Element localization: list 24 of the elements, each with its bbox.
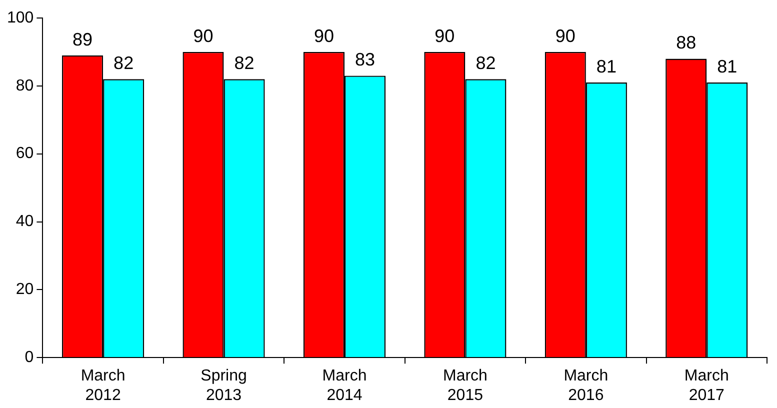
x-tick-label: March 2016 xyxy=(564,368,608,404)
x-tick-label: March 2015 xyxy=(442,368,488,404)
data-label: 90 xyxy=(193,26,214,46)
x-tick-label: Spring 2013 xyxy=(200,368,247,404)
y-tick-label: 60 xyxy=(16,145,34,162)
x-tick-label: March 2017 xyxy=(684,368,729,404)
data-label: 82 xyxy=(234,53,254,74)
data-label: 81 xyxy=(717,56,738,76)
y-tick-label: 0 xyxy=(24,349,34,366)
data-label: 90 xyxy=(314,26,334,46)
data-label: 82 xyxy=(476,53,496,74)
y-tick-label: 40 xyxy=(16,213,34,230)
y-tick-label: 80 xyxy=(16,77,34,94)
data-label: 88 xyxy=(676,32,696,53)
data-label: 82 xyxy=(114,53,134,74)
y-tick-label: 20 xyxy=(16,281,34,298)
data-label: 81 xyxy=(596,56,616,76)
data-label: 90 xyxy=(434,26,455,46)
data-label: 89 xyxy=(72,29,93,50)
data-label: 83 xyxy=(354,50,376,70)
y-tick-label: 100 xyxy=(6,9,34,26)
x-tick-label: March 2014 xyxy=(322,368,367,404)
x-tick-label: March 2012 xyxy=(80,368,126,404)
data-label: 90 xyxy=(555,26,576,46)
